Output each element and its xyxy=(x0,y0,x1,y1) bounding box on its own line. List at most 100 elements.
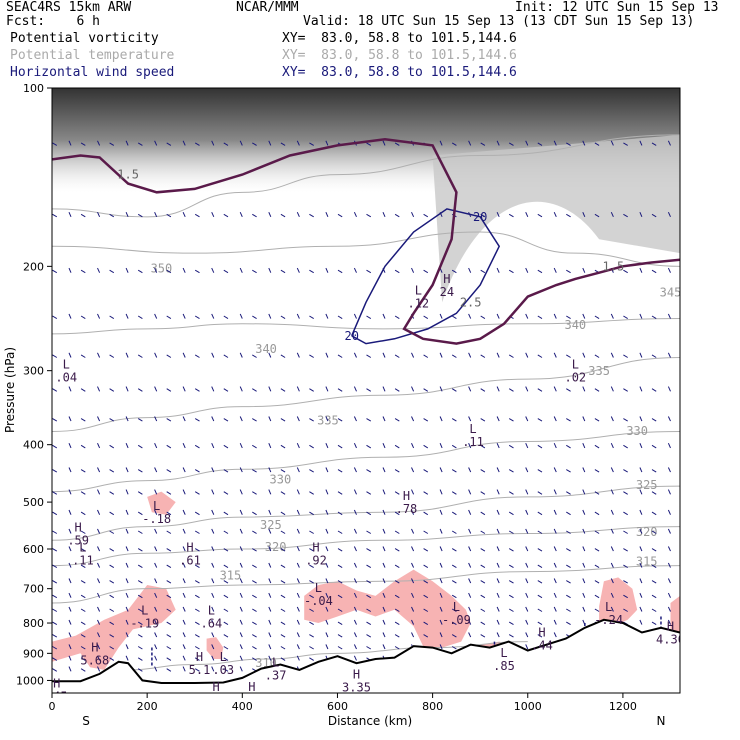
wind-vector xyxy=(194,142,200,146)
wind-vector xyxy=(337,469,343,473)
wind-vector xyxy=(52,511,58,516)
wind-vector xyxy=(280,621,286,626)
wind-vector xyxy=(252,269,257,274)
wind-vector xyxy=(610,592,614,598)
wind-vector xyxy=(296,592,300,598)
wind-vector xyxy=(182,416,186,422)
wind-vector xyxy=(525,644,529,650)
wind-vector xyxy=(651,315,657,320)
wind-vector xyxy=(610,489,614,495)
wind-vector xyxy=(166,491,172,495)
wind-vector xyxy=(394,315,400,320)
pv-extremum-type: L xyxy=(79,540,86,554)
wind-vector xyxy=(382,606,386,612)
pv-extremum: L.85 xyxy=(493,646,515,673)
wind-vector xyxy=(182,352,186,358)
wind-vector xyxy=(566,388,571,392)
wind-vector xyxy=(80,564,86,569)
wind-vector xyxy=(125,562,129,568)
wind-vector xyxy=(52,354,58,358)
wind-vector xyxy=(594,580,600,584)
wind-vector xyxy=(325,509,329,515)
wind-vector xyxy=(623,548,628,552)
wind-vector xyxy=(480,530,486,534)
wind-vector xyxy=(268,467,272,473)
wind-vector xyxy=(97,267,101,273)
wind-vector xyxy=(366,444,372,449)
wind-vector xyxy=(537,444,543,449)
wind-vector xyxy=(451,564,457,569)
wind-vector xyxy=(610,546,614,552)
wind-vector xyxy=(394,213,400,218)
wind-vector xyxy=(52,444,58,449)
wind-vector xyxy=(137,469,143,473)
wind-vector xyxy=(537,142,543,146)
wind-vector xyxy=(252,315,257,320)
wind-vector xyxy=(439,140,443,146)
wind-vector xyxy=(525,632,529,638)
wind-vector xyxy=(480,608,486,612)
wind-vector xyxy=(382,562,386,568)
negative-pv-region xyxy=(599,577,638,627)
wind-vector xyxy=(639,467,643,473)
wind-vector xyxy=(411,352,415,358)
wind-vector xyxy=(309,594,314,599)
wind-vector xyxy=(80,388,86,392)
wind-vector xyxy=(451,594,457,599)
theta-contour-320 xyxy=(52,526,680,567)
wind-vector xyxy=(211,562,215,568)
wind-vector xyxy=(109,564,115,569)
wind-vector xyxy=(496,578,500,584)
wind-vector xyxy=(194,491,200,495)
wind-vector xyxy=(166,315,172,320)
wind-vector xyxy=(366,469,372,473)
wind-vector xyxy=(223,388,229,392)
wind-vector xyxy=(252,608,257,612)
wind-vector xyxy=(366,142,372,146)
wind-vector xyxy=(651,469,657,473)
wind-vector xyxy=(309,621,314,626)
wind-vector xyxy=(268,443,272,449)
wind-vector xyxy=(639,416,643,422)
wind-vector xyxy=(651,548,657,552)
wind-vector xyxy=(166,548,172,552)
pv-extremum-type: H xyxy=(403,489,410,503)
wind-vector xyxy=(366,580,372,584)
wind-vector xyxy=(537,269,543,274)
wind-vector xyxy=(68,578,72,584)
wind-vector xyxy=(525,140,529,146)
wind-vector xyxy=(508,418,514,422)
wind-vector xyxy=(468,442,472,449)
wind-vector xyxy=(394,511,400,516)
wind-vector xyxy=(566,511,571,516)
wind-vector xyxy=(97,352,101,358)
wind-vector xyxy=(553,467,557,473)
wind-vector xyxy=(223,657,229,661)
wind-vector xyxy=(137,580,143,584)
wind-vector xyxy=(268,212,272,217)
wind-vector xyxy=(496,211,500,218)
wind-vector xyxy=(508,444,514,449)
wind-vector xyxy=(109,354,115,358)
wind-vector xyxy=(239,578,243,584)
wind-vector xyxy=(623,491,628,495)
wind-vector xyxy=(182,578,186,584)
wind-vector xyxy=(382,416,386,422)
wind-vector xyxy=(451,444,457,449)
wind-vector xyxy=(394,418,400,422)
wind-vector xyxy=(239,619,243,625)
wind-vector xyxy=(566,491,571,495)
wind-vector xyxy=(423,530,429,534)
wind-vector xyxy=(239,267,243,273)
wind-vector xyxy=(394,388,400,392)
wind-vector xyxy=(325,606,329,612)
wind-vector xyxy=(252,469,257,473)
wind-vector xyxy=(252,388,257,392)
wind-vector xyxy=(252,580,257,584)
wind-vector xyxy=(252,511,257,516)
wind-vector xyxy=(296,562,300,568)
wind-vector xyxy=(296,578,300,584)
wind-vector xyxy=(496,267,500,273)
wind-vector xyxy=(337,418,343,422)
y-tick-label: 200 xyxy=(23,260,44,273)
